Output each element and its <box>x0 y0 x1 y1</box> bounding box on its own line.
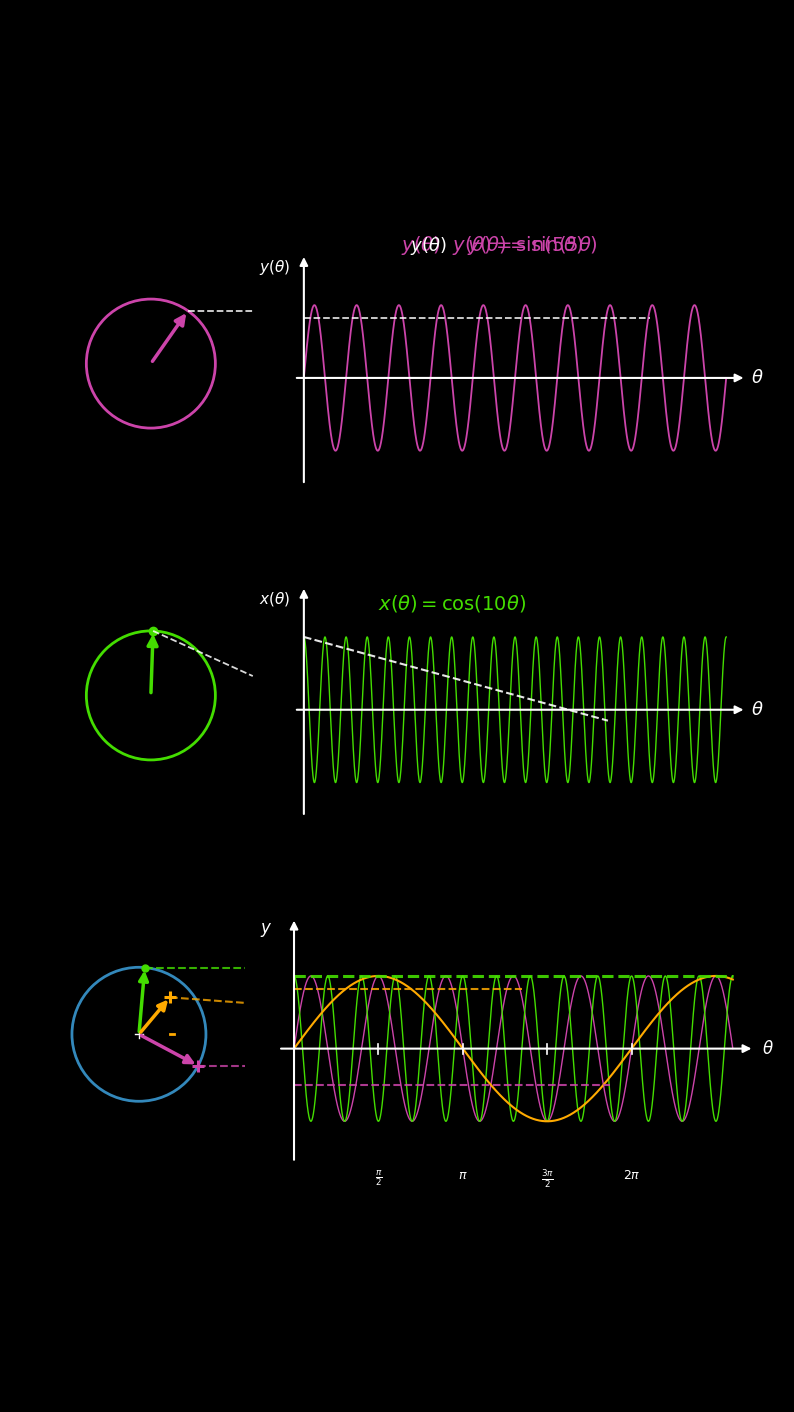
Text: $x(\theta)$: $x(\theta)$ <box>259 590 291 607</box>
Text: $x(\theta) = \cos(10\theta)$: $x(\theta) = \cos(10\theta)$ <box>379 593 526 614</box>
Text: $2\pi$: $2\pi$ <box>622 1169 641 1182</box>
Text: $\frac{\pi}{2}$: $\frac{\pi}{2}$ <box>375 1169 382 1187</box>
Text: $y(\theta)\ \ y(\theta) = \sin(5\theta)$: $y(\theta)\ \ y(\theta) = \sin(5\theta)$ <box>401 234 584 257</box>
Text: $y(\theta)$: $y(\theta)$ <box>410 234 447 257</box>
Text: $\pi$: $\pi$ <box>458 1169 468 1182</box>
Text: $y(\theta)$: $y(\theta)$ <box>259 258 291 277</box>
Text: $\theta$: $\theta$ <box>751 700 764 719</box>
Text: $y(\theta) = \sin(5\theta)$: $y(\theta) = \sin(5\theta)$ <box>467 234 597 257</box>
Text: $y$: $y$ <box>260 922 272 939</box>
Text: $\theta$: $\theta$ <box>762 1039 774 1058</box>
Text: $\theta$: $\theta$ <box>751 369 764 387</box>
Text: $\frac{3\pi}{2}$: $\frac{3\pi}{2}$ <box>541 1169 553 1190</box>
